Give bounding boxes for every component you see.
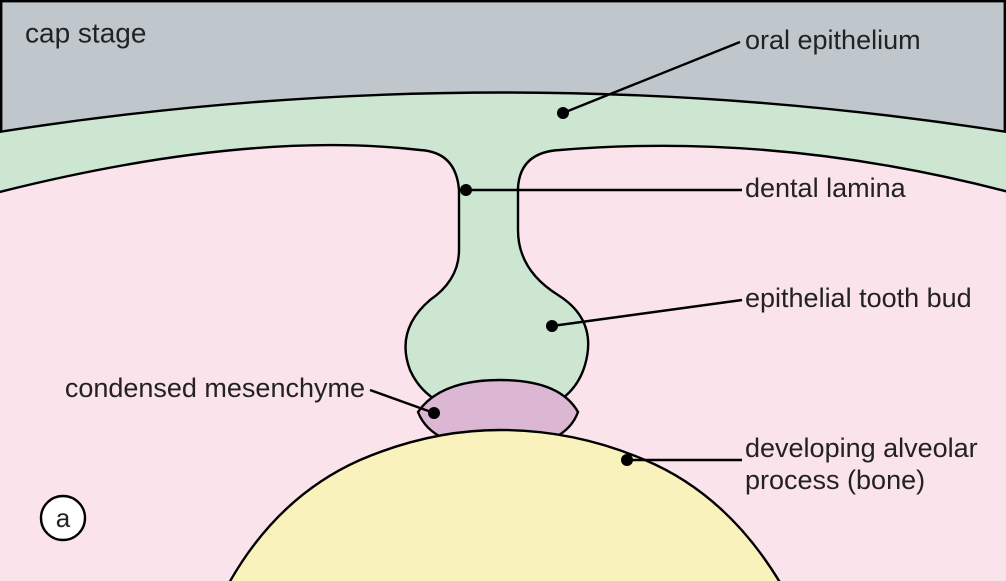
cap-stage-diagram: cap stage a oral epithelium dental lamina… [0,0,1006,581]
pointer-dot-developing-alveolar [621,454,633,466]
pointer-dot-oral-epithelium [557,107,569,119]
label-oral-epithelium: oral epithelium [745,25,921,55]
label-developing-alveolar-line2: process (bone) [745,465,925,495]
pointer-dot-dental-lamina [460,184,472,196]
label-developing-alveolar-line1: developing alveolar [745,433,978,463]
label-condensed-mesenchyme: condensed mesenchyme [65,373,365,403]
pointer-dot-epithelial-tooth-bud [546,320,558,332]
label-epithelial-tooth-bud: epithelial tooth bud [745,283,972,313]
pointer-dot-condensed-mesenchyme [428,407,440,419]
panel-letter: a [56,503,71,533]
label-dental-lamina: dental lamina [745,173,907,203]
diagram-title: cap stage [25,17,146,48]
